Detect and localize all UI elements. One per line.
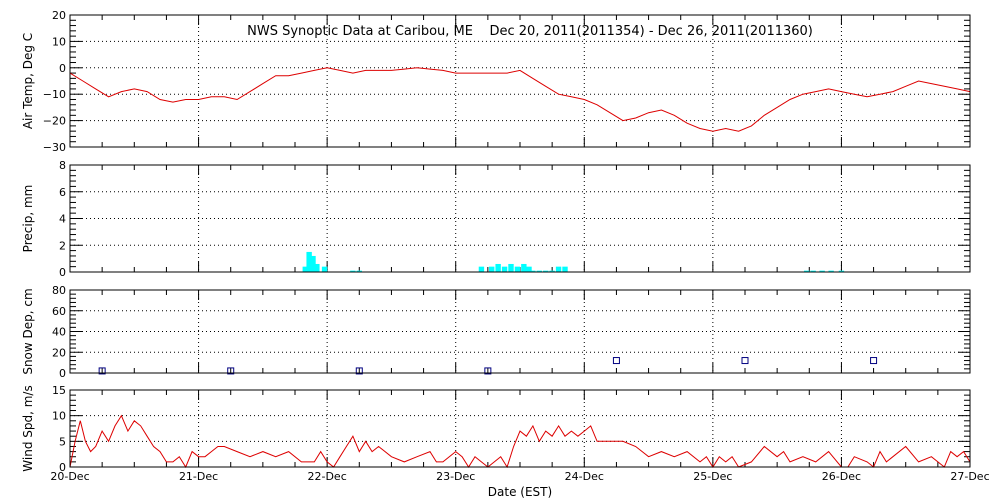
snow-depth-point: [484, 367, 492, 375]
precip-bar: [302, 266, 308, 272]
precip-bar: [514, 266, 521, 272]
panel-frame: [69, 289, 971, 374]
precip-bar: [314, 263, 320, 272]
precip-bar: [489, 266, 495, 272]
y-tick-label: 10: [52, 410, 66, 423]
precip-bar: [819, 270, 825, 272]
y-axis-title-snow_depth: Snow Dep, cm: [21, 288, 35, 374]
series-line-air_temp: [69, 67, 971, 132]
y-tick-label: −10: [43, 88, 66, 101]
y-axis-title-wind_speed: Wind Spd, m/s: [21, 385, 35, 471]
y-tick-label: 40: [52, 326, 66, 339]
y-tick-label: 80: [52, 284, 66, 297]
precip-bar: [508, 263, 514, 272]
precip-bar: [562, 266, 568, 272]
precip-bar: [543, 270, 549, 272]
precip-bar: [495, 263, 501, 272]
precip-bar: [521, 263, 527, 272]
snow-depth-point: [612, 357, 620, 365]
y-tick-label: 8: [59, 159, 66, 172]
x-tick-label: 27-Dec: [950, 470, 989, 483]
panel-frame: [69, 14, 971, 148]
y-tick-label: 5: [59, 435, 66, 448]
precip-bar: [555, 266, 562, 272]
precip-bar: [526, 266, 532, 272]
precip-bar: [828, 270, 834, 272]
y-tick-label: 60: [52, 305, 66, 318]
y-tick-label: 0: [59, 62, 66, 75]
y-tick-label: 0: [59, 367, 66, 380]
chart-title: NWS Synoptic Data at Caribou, ME Dec 20,…: [247, 24, 813, 39]
precip-bar: [306, 251, 312, 272]
snow-depth-point: [870, 357, 878, 365]
snow-depth-point: [98, 367, 106, 375]
y-tick-label: 6: [59, 186, 66, 199]
y-tick-label: 15: [52, 384, 66, 397]
snow-depth-point: [355, 367, 363, 375]
y-axis-title-air_temp: Air Temp, Deg C: [21, 33, 35, 129]
precip-bar: [478, 266, 485, 272]
precip-bar: [804, 270, 810, 272]
x-tick-label: 21-Dec: [179, 470, 218, 483]
snow-depth-point: [741, 357, 749, 365]
x-tick-label: 26-Dec: [822, 470, 861, 483]
y-tick-label: 0: [59, 461, 66, 474]
precip-bar: [549, 270, 555, 272]
precip-bar: [810, 270, 816, 272]
precip-bar: [356, 270, 362, 272]
x-axis-title: Date (EST): [488, 485, 552, 499]
x-tick-label: 23-Dec: [436, 470, 475, 483]
x-tick-label: 20-Dec: [50, 470, 89, 483]
panel-wind_speed: 15 10 5 0 Wind Spd, m/s: [21, 384, 971, 474]
y-tick-label: 20: [52, 9, 66, 22]
y-tick-label: −30: [43, 141, 66, 154]
panel-air_temp: 20 10 0 −10 −20 −30 Air Temp, Deg C: [21, 9, 971, 154]
precip-bar: [838, 270, 845, 272]
y-tick-label: 4: [59, 213, 66, 226]
precip-bar: [350, 270, 356, 272]
precip-bar: [536, 270, 542, 272]
y-tick-label: 20: [52, 346, 66, 359]
panel-snow_depth: 80 60 40 20 0 Snow Dep, cm: [21, 284, 971, 380]
y-tick-label: 2: [59, 239, 66, 252]
y-tick-label: 0: [59, 266, 66, 279]
x-tick-label: 22-Dec: [308, 470, 347, 483]
x-tick-label: 24-Dec: [565, 470, 604, 483]
series-line-wind_speed: [69, 414, 971, 469]
panel-frame: [69, 389, 971, 468]
y-tick-label: 10: [52, 35, 66, 48]
y-tick-label: −20: [43, 115, 66, 128]
precip-bar: [321, 266, 328, 272]
snow-depth-point: [227, 367, 235, 375]
precip-bar: [310, 255, 316, 272]
precip-bar: [530, 270, 536, 272]
y-axis-title-precip: Precip, mm: [21, 185, 35, 253]
x-tick-label: 25-Dec: [693, 470, 732, 483]
panel-precip: 8 6 4 2 0 Precip, mm: [21, 159, 971, 279]
precip-bar: [501, 266, 508, 272]
panel-frame: [69, 164, 971, 273]
